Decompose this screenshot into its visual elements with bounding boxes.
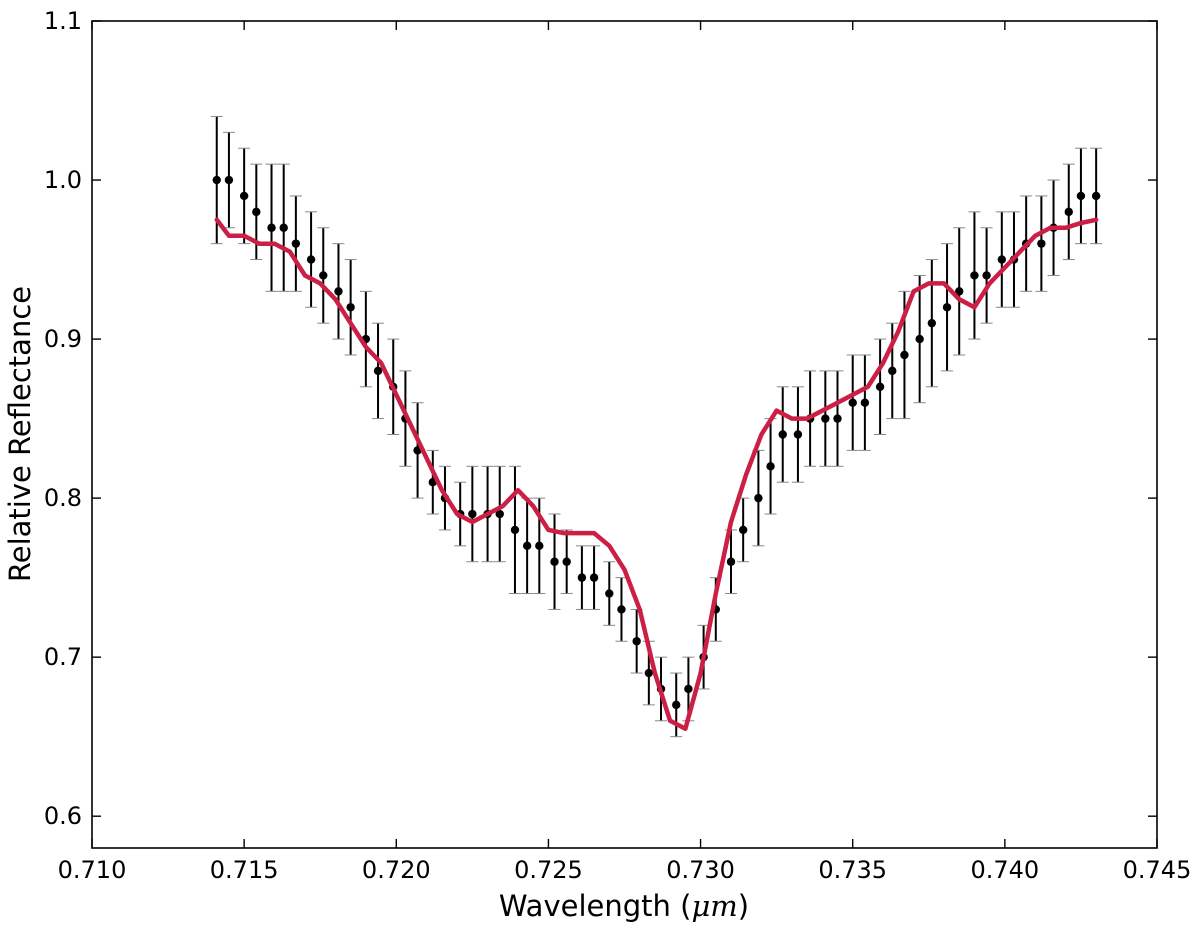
x-tick-label: 0.745 <box>1123 856 1192 884</box>
series-layer <box>210 115 1103 738</box>
x-axis-label-text: Wavelength ( <box>499 889 692 923</box>
y-tick-label: 1.1 <box>44 7 82 35</box>
data-point <box>510 525 520 535</box>
data-point <box>468 509 477 519</box>
data-point <box>848 398 857 407</box>
data-point <box>562 557 571 566</box>
x-axis-label-close: ) <box>738 889 749 923</box>
data-point <box>860 398 870 407</box>
data-point <box>267 223 276 232</box>
data-point <box>212 175 221 185</box>
data-point <box>550 557 559 566</box>
data-point <box>927 318 937 328</box>
data-point <box>279 223 288 232</box>
data-point <box>1064 207 1073 217</box>
data-point <box>617 605 626 614</box>
data-point <box>955 287 964 296</box>
data-point <box>495 509 504 519</box>
data-point <box>1037 239 1046 248</box>
data-point <box>239 191 249 201</box>
data-point <box>224 175 234 185</box>
data-point <box>577 573 587 582</box>
y-tick-label: 0.8 <box>44 484 82 512</box>
x-axis-label: Wavelength (μm) <box>499 889 749 923</box>
data-point <box>672 700 681 710</box>
x-tick-label: 0.720 <box>362 856 431 884</box>
model-line <box>214 217 1099 731</box>
x-tick-label: 0.730 <box>666 856 735 884</box>
axes-layer: 0.710 0.715 0.720 0.725 0.730 0.735 0.740 0.745… <box>44 7 1192 884</box>
x-tick-label: 0.740 <box>970 856 1039 884</box>
data-point <box>900 350 909 360</box>
data-point <box>726 557 736 566</box>
data-point <box>373 366 383 376</box>
data-point <box>252 207 261 217</box>
data-point <box>632 637 641 646</box>
y-tick-label: 1.0 <box>44 166 82 194</box>
data-point <box>346 303 355 312</box>
data-point <box>1076 191 1086 201</box>
data-point <box>605 589 614 598</box>
data-point <box>766 462 775 471</box>
data-point <box>982 271 991 280</box>
x-tick-label: 0.715 <box>210 856 279 884</box>
data-point <box>875 382 885 391</box>
y-tick-label: 0.6 <box>44 802 82 830</box>
y-axis-label: Relative Reflectance <box>3 286 37 582</box>
data-point <box>1091 191 1101 201</box>
plot-frame <box>91 20 1158 849</box>
data-point <box>915 334 924 344</box>
data-point <box>319 271 328 280</box>
data-point <box>334 287 343 296</box>
data-point <box>589 573 599 582</box>
data-point <box>306 255 316 264</box>
data-point <box>821 414 830 423</box>
data-point <box>684 684 693 694</box>
data-point <box>793 430 803 439</box>
x-tick-label: 0.725 <box>514 856 583 884</box>
data-point <box>778 430 787 439</box>
y-tick-label: 0.9 <box>44 325 82 353</box>
y-tick-label: 0.7 <box>44 643 82 671</box>
data-point <box>522 541 532 551</box>
data-point <box>738 525 748 535</box>
x-axis-label-unit: μm <box>691 889 737 923</box>
data-point <box>291 239 301 248</box>
x-tick-label: 0.735 <box>818 856 887 884</box>
data-point <box>535 541 544 551</box>
data-point <box>942 303 952 312</box>
x-tick-label: 0.710 <box>58 856 127 884</box>
data-point <box>997 255 1007 264</box>
data-point <box>644 668 654 678</box>
data-point <box>833 414 842 423</box>
data-point <box>970 271 979 280</box>
data-point <box>888 366 897 376</box>
data-point <box>754 493 763 503</box>
